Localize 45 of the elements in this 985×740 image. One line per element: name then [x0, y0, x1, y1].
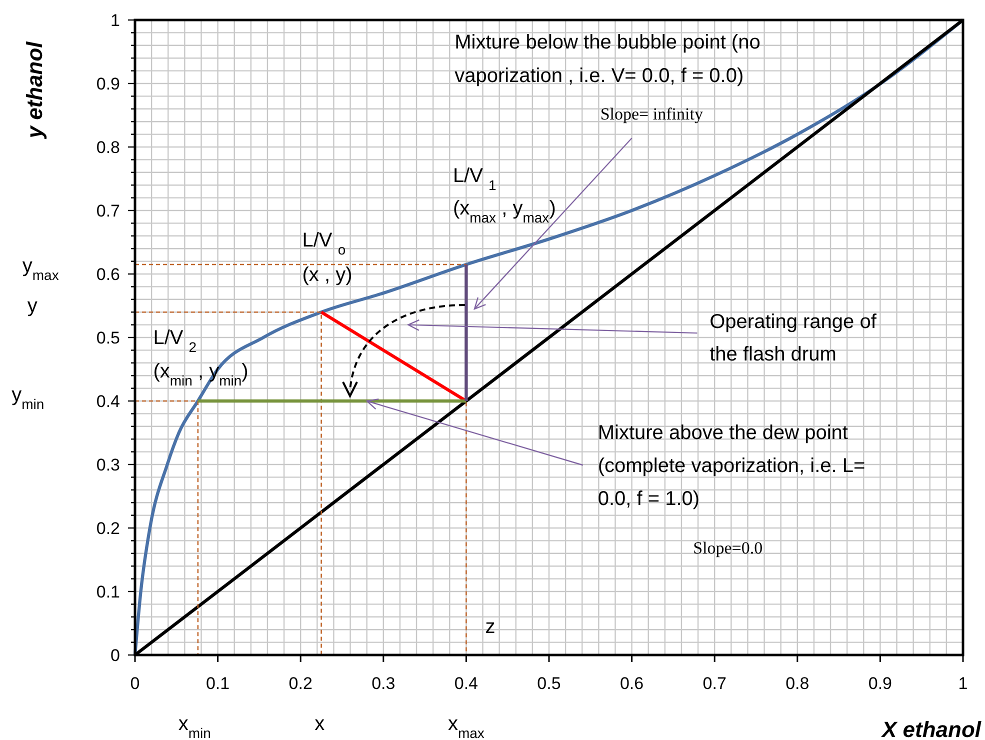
x-tick-label: 0.7 [702, 674, 726, 693]
x-tick-label: 0 [130, 674, 140, 693]
y-tick-label: 0.2 [96, 519, 120, 538]
x-tick-label: 0.2 [288, 674, 312, 693]
annotation: Operating range of [710, 310, 877, 333]
y-tick-label: 0.3 [96, 456, 120, 474]
annotation: Slope= infinity [600, 104, 704, 124]
annotation: the flash drum [710, 343, 836, 366]
annotation: Mixture below the bubble point (no [454, 32, 760, 54]
x-tick-label: 0.8 [786, 674, 810, 693]
y-tick-label: 0.4 [96, 392, 120, 411]
x-axis-title: X ethanol [880, 717, 982, 740]
annotation: (complete vaporization, i.e. L= [598, 455, 866, 478]
y-tick-label: 0.8 [96, 138, 120, 157]
text: x$_{min}$ [178, 712, 211, 740]
y-tick-label: 0.5 [96, 328, 120, 348]
x-tick-label: 0.1 [206, 674, 230, 693]
y-tick-label: 0.9 [96, 74, 120, 94]
y-tick-label: 0.7 [96, 202, 120, 220]
annotation: (x , y) [302, 264, 352, 286]
y-axis-title: y ethanol [22, 40, 47, 140]
x-tick-label: 0.5 [537, 674, 561, 693]
annotation: (x$_{max}$ , y$_{max}$) [452, 197, 556, 226]
x-tick-label: 0.4 [454, 674, 478, 693]
annotation: Mixture above the dew point [598, 422, 848, 444]
x-tick-label: 0.9 [868, 674, 892, 693]
y-tick-label: 0.1 [96, 582, 120, 602]
annotation: vaporization , i.e. V= 0.0, f = 0.0) [454, 65, 744, 88]
annotation: L/V $_{1}$ [452, 164, 497, 193]
text: y$_{min}$ [12, 384, 44, 412]
text: x$_{max}$ [448, 712, 484, 740]
x-tick-label: 0.3 [372, 674, 396, 693]
x-tick-label: 0.6 [620, 674, 644, 693]
annotation: L/V $_{2}$ [153, 326, 197, 355]
y-tick-label: 0 [110, 646, 120, 665]
annotation: L/V $_{o}$ [302, 230, 346, 258]
text: x [314, 712, 325, 735]
y-tick-label: 0.6 [96, 265, 120, 284]
text: y$_{max}$ [22, 255, 59, 284]
annotation: z [485, 616, 496, 638]
text: y [27, 295, 38, 318]
y-tick-label: 1 [110, 11, 120, 30]
x-tick-label: 1 [958, 674, 968, 693]
annotation: Slope=0.0 [693, 538, 763, 558]
annotation: 0.0, f = 1.0) [598, 488, 700, 510]
